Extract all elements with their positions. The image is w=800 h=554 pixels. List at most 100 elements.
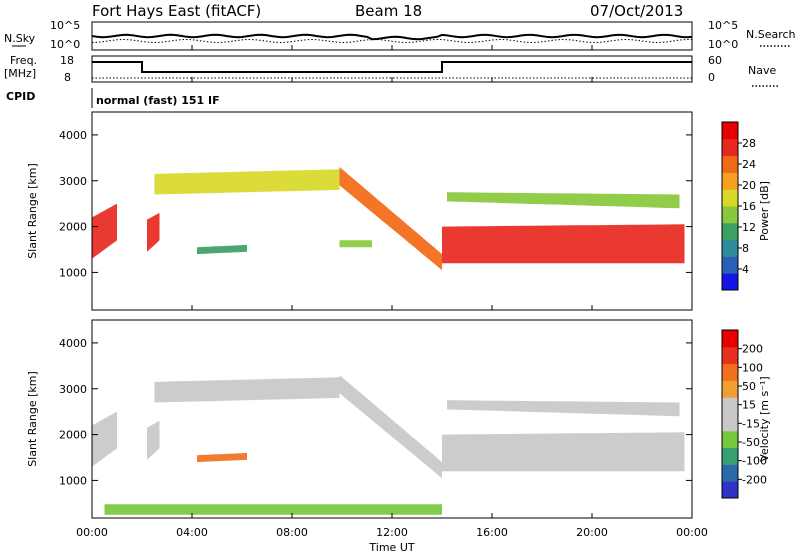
power-colorbar-segment-8 [722, 138, 738, 157]
velocity-band-6 [197, 452, 247, 463]
x-tick-label-3: 12:00 [376, 526, 408, 539]
nsky-label: N.Sky [4, 32, 36, 45]
velocity-ytick-label-1: 2000 [59, 429, 87, 442]
power-colorbar-segment-4 [722, 206, 738, 224]
power-colorbar-label-4: 12 [742, 221, 756, 234]
velocity-band-7 [104, 504, 442, 515]
power-colorbar-segment-5 [722, 189, 738, 207]
power-colorbar-segment-9 [722, 122, 738, 140]
nsky-trace [91, 33, 693, 41]
power-y-label: Slant Range [km] [26, 163, 39, 259]
nave-tick-low: 0 [708, 71, 715, 84]
velocity-colorbar-label-6: -100 [742, 455, 767, 468]
x-tick-label-4: 16:00 [476, 526, 508, 539]
velocity-colorbar-segment-8 [722, 346, 738, 365]
velocity-colorbar-segment-1 [722, 464, 738, 482]
x-axis-ticks: 00:00 04:00 08:00 12:00 16:00 20:00 00:00 [76, 45, 708, 539]
cpid-text: normal (fast) 151 IF [96, 94, 220, 107]
velocity-panel-bg [92, 320, 692, 518]
velocity-colorbar-segment-3 [722, 430, 738, 449]
noise-tick-low-left: 10^0 [50, 38, 80, 51]
station-title: Fort Hays East (fitACF) [92, 2, 261, 20]
velocity-colorbar-segment-9 [722, 330, 738, 348]
freq-tick-high: 18 [60, 54, 74, 67]
freq-tick-low: 8 [64, 71, 71, 84]
power-ytick-label-3: 4000 [59, 129, 87, 142]
velocity-colorbar-segment-7 [722, 363, 738, 381]
power-band-1 [147, 212, 160, 252]
velocity-colorbar-label-1: 100 [742, 361, 763, 374]
velocity-band-3 [339, 375, 442, 479]
velocity-colorbar-label-7: -200 [742, 473, 767, 486]
power-panel-bg [92, 112, 692, 310]
power-colorbar-segment-7 [722, 155, 738, 173]
power-band-7 [339, 240, 372, 248]
velocity-colorbar-segment-0 [722, 481, 738, 499]
velocity-ytick-label-0: 1000 [59, 474, 87, 487]
power-band-0 [92, 203, 117, 259]
power-band-2 [154, 169, 340, 195]
velocity-colorbar-label-0: 200 [742, 343, 763, 356]
velocity-colorbar-segment-4 [722, 414, 738, 432]
beam-title: Beam 18 [355, 2, 422, 20]
velocity-colorbar-label-5: -50 [742, 436, 760, 449]
date-title: 07/Oct/2013 [590, 2, 683, 20]
velocity-band-1 [147, 420, 160, 460]
power-colorbar-segment-2 [722, 239, 738, 257]
x-tick-label-6: 00:00 [676, 526, 708, 539]
x-axis-label: Time UT [368, 541, 414, 554]
velocity-colorbar-label: Velocity [m s⁻¹] [758, 376, 771, 461]
freq-trace [92, 61, 692, 73]
velocity-y-label: Slant Range [km] [26, 371, 39, 467]
velocity-colorbar-label-2: 50 [742, 380, 756, 393]
velocity-colorbar-frame [721, 329, 739, 499]
power-colorbar: 28 24 20 16 12 8 4 [721, 121, 756, 291]
velocity-band-5 [447, 400, 680, 417]
noise-tick-low-right: 10^0 [708, 38, 738, 51]
velocity-colorbar: 200 100 50 15 -15 -50 -100 -200 [721, 329, 767, 499]
power-colorbar-segment-0 [722, 273, 738, 291]
freq-unit-label: [MHz] [4, 67, 36, 80]
velocity-band-2 [154, 377, 340, 403]
power-ytick-label-0: 1000 [59, 266, 87, 279]
x-tick-label-2: 08:00 [276, 526, 308, 539]
power-colorbar-label-0: 28 [742, 137, 756, 150]
power-ytick-label-2: 3000 [59, 175, 87, 188]
power-colorbar-segment-6 [722, 172, 738, 190]
power-colorbar-segment-1 [722, 256, 738, 274]
velocity-colorbar-label-3: 15 [742, 399, 756, 412]
power-colorbar-label-3: 16 [742, 200, 756, 213]
x-tick-label-1: 04:00 [176, 526, 208, 539]
x-tick-label-0: 00:00 [76, 526, 108, 539]
noise-tick-high-right: 10^5 [708, 19, 738, 32]
nave-tick-high: 60 [708, 54, 722, 67]
velocity-band-4 [442, 432, 685, 472]
power-band-3 [339, 167, 442, 271]
power-band-6 [197, 244, 247, 255]
power-ytick-label-1: 2000 [59, 221, 87, 234]
power-colorbar-segment-3 [722, 222, 738, 241]
power-y-ticks: 1000 2000 3000 4000 [59, 129, 692, 279]
x-tick-label-5: 20:00 [576, 526, 608, 539]
velocity-colorbar-segment-6 [722, 380, 738, 398]
velocity-band-0 [92, 411, 117, 467]
velocity-colorbar-label-4: -15 [742, 417, 760, 430]
nave-label: Nave [748, 64, 776, 77]
velocity-y-ticks: 1000 2000 3000 4000 [59, 337, 692, 487]
power-heatmap [92, 167, 685, 271]
power-band-4 [442, 224, 685, 264]
velocity-ytick-label-2: 3000 [59, 383, 87, 396]
freq-label: Freq. [10, 54, 37, 67]
nsearch-label: N.Search [746, 28, 796, 41]
velocity-colorbar-segment-5 [722, 397, 738, 415]
power-colorbar-label-5: 8 [742, 242, 749, 255]
power-colorbar-label: Power [dB] [758, 181, 771, 241]
cpid-label: CPID [6, 90, 35, 103]
velocity-heatmap [92, 375, 685, 515]
noise-tick-high-left: 10^5 [50, 19, 80, 32]
velocity-colorbar-segment-2 [722, 447, 738, 465]
power-band-5 [447, 192, 680, 209]
nsearch-trace [91, 38, 693, 44]
velocity-ytick-label-3: 4000 [59, 337, 87, 350]
